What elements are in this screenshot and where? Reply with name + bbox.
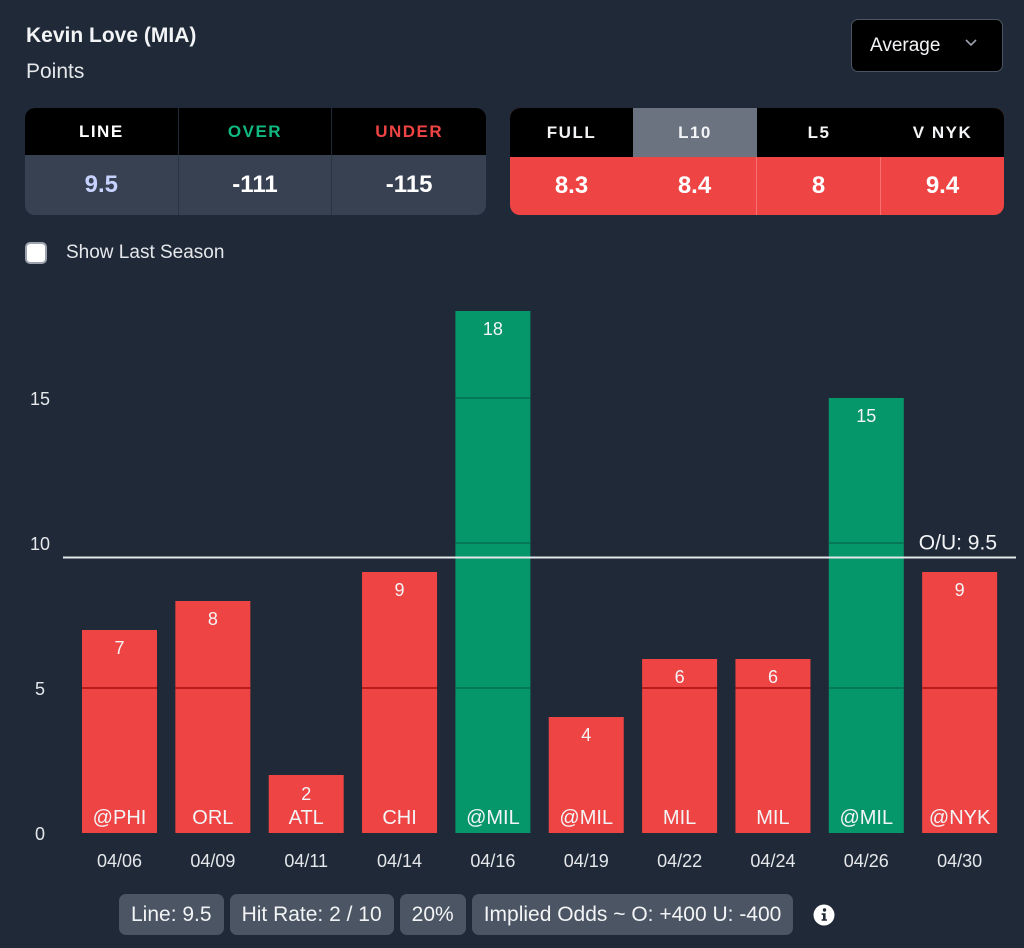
bar-opponent-label: @MIL <box>559 807 613 829</box>
show-last-season-toggle[interactable]: Show Last Season <box>25 242 224 264</box>
show-last-season-label: Show Last Season <box>66 242 225 263</box>
show-last-season-checkbox[interactable] <box>25 242 47 264</box>
bar-value-label: 8 <box>208 609 218 629</box>
bar-value-label: 6 <box>675 667 685 687</box>
y-tick-label: 10 <box>30 534 50 554</box>
x-tick-label: 04/11 <box>284 851 328 871</box>
under-header: UNDER <box>332 108 486 155</box>
x-tick-label: 04/30 <box>937 851 982 871</box>
bar-value-label: 9 <box>955 580 965 600</box>
bar-opponent-label: ORL <box>192 807 233 829</box>
chevron-down-icon <box>965 39 977 47</box>
bar-04/06 <box>82 630 157 833</box>
bar-value-label: 2 <box>301 784 311 804</box>
tab-v-nyk[interactable]: V NYK <box>881 108 1004 157</box>
player-title: Kevin Love (MIA) <box>26 24 197 47</box>
line-pill: Line: 9.5 <box>119 894 224 935</box>
bar-value-label: 9 <box>395 580 405 600</box>
bar-04/26 <box>828 398 904 833</box>
bar-opponent-label: ATL <box>289 807 324 829</box>
tab-full[interactable]: FULL <box>510 108 633 157</box>
x-tick-label: 04/09 <box>190 851 235 871</box>
bar-opponent-label: @NYK <box>929 807 991 829</box>
tab-l10[interactable]: L10 <box>633 108 757 157</box>
bar-opponent-label: MIL <box>756 807 789 829</box>
under-value: -115 <box>385 171 433 198</box>
x-tick-label: 04/22 <box>657 851 702 871</box>
points-bar-chart: 0 5 10 15 7 @PHI 04/06 8 ORL 04/09 2 ATL 04/11 9 CHI 04… <box>30 311 1016 871</box>
bar-04/14 <box>362 572 438 833</box>
bar-opponent-label: @MIL <box>839 807 893 829</box>
x-tick-label: 04/19 <box>564 851 609 871</box>
hit-rate-pill: Hit Rate: 2 / 10 <box>229 894 394 935</box>
x-tick-label: 04/14 <box>377 851 422 871</box>
full-average-value: 8.3 <box>554 172 589 199</box>
average-dropdown[interactable]: Average <box>851 19 1003 72</box>
bar-04/30 <box>922 572 998 833</box>
bar-value-label: 7 <box>114 638 124 658</box>
dropdown-selected-value: Average <box>870 34 941 56</box>
y-tick-label: 0 <box>35 824 45 844</box>
bar-04/11 <box>268 775 344 833</box>
bar-value-label: 15 <box>856 406 876 426</box>
odds-table: LINE OVER UNDER 9.5 -111 -115 <box>25 108 486 215</box>
bar-04/19 <box>548 717 624 833</box>
bar-value-label: 4 <box>581 725 591 745</box>
stat-subtitle: Points <box>26 60 85 83</box>
bar-04/16 <box>455 311 531 833</box>
bar-opponent-label: @MIL <box>466 807 520 829</box>
tab-l5[interactable]: L5 <box>757 108 881 157</box>
l10-average-value: 8.4 <box>633 157 757 215</box>
info-icon[interactable] <box>813 904 835 926</box>
hit-percent-pill: 20% <box>399 894 466 935</box>
y-tick-label: 5 <box>35 679 45 699</box>
implied-odds-pill: Implied Odds ~ O: +400 U: -400 <box>471 894 794 935</box>
v-nyk-average-value: 9.4 <box>925 172 960 199</box>
bar-opponent-label: CHI <box>382 807 416 829</box>
line-header: LINE <box>25 108 179 155</box>
bar-value-label: 6 <box>768 667 778 687</box>
bar-04/09 <box>175 601 251 833</box>
bar-opponent-label: @PHI <box>93 807 147 829</box>
x-tick-label: 04/16 <box>470 851 515 871</box>
l5-average-value: 8 <box>757 157 881 215</box>
over-under-label: O/U: 9.5 <box>919 532 997 555</box>
x-tick-label: 04/24 <box>750 851 795 871</box>
summary-footer: Line: 9.5 Hit Rate: 2 / 10 20% Implied O… <box>119 894 835 935</box>
over-value: -111 <box>179 155 333 215</box>
x-tick-label: 04/06 <box>97 851 142 871</box>
y-tick-label: 15 <box>30 389 50 409</box>
line-value: 9.5 <box>25 155 179 215</box>
bar-opponent-label: MIL <box>663 807 696 829</box>
averages-table: FULL L10 L5 V NYK 8.3 8.4 8 9.4 <box>510 108 1004 215</box>
bar-value-label: 18 <box>483 319 503 339</box>
x-tick-label: 04/26 <box>844 851 889 871</box>
over-header: OVER <box>178 108 333 155</box>
